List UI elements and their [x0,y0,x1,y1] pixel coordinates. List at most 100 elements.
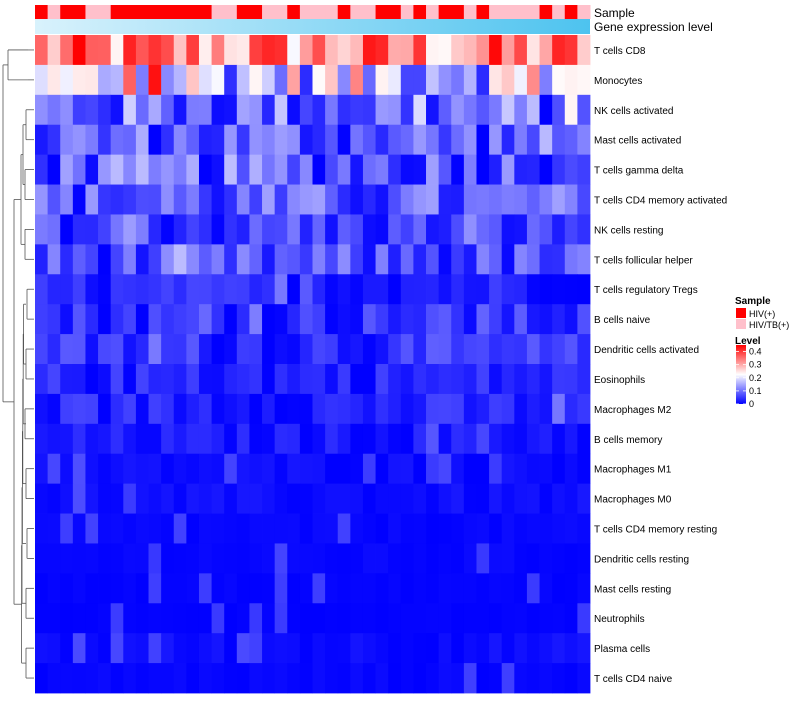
heatmap-cell [451,214,465,245]
level-legend-title: Level [735,336,761,347]
heatmap-cell [489,423,503,455]
heatmap-cell [224,244,238,275]
heatmap-cell [476,274,490,305]
heatmap-cell [312,603,326,634]
heatmap-cell [564,573,578,604]
heatmap-cell [161,64,175,96]
heatmap-cell [501,573,515,604]
heatmap-cell [198,453,212,485]
heatmap-cell [476,94,490,126]
heatmap-cell [375,184,389,215]
heatmap-cell [577,573,591,604]
heatmap-cell [463,304,477,335]
heatmap-cell [312,304,326,335]
heatmap-cell [72,94,86,126]
row-label: B cells naive [594,315,651,326]
heatmap-cell [312,244,326,275]
heatmap-cell [236,633,250,664]
heatmap-cell [400,364,414,395]
sample-annotation-cell [47,5,61,19]
heatmap-cell [135,543,149,574]
heatmap-cell [85,603,99,634]
heatmap-cell [312,94,326,126]
heatmap-cell [325,633,339,664]
heatmap-cell [35,573,49,604]
heatmap-cell [186,364,200,395]
heatmap-cell [249,483,263,514]
heatmap-cell [236,603,250,634]
heatmap-cell [476,184,490,215]
heatmap-cell [173,543,187,574]
heatmap-cell [552,124,566,156]
heatmap-cell [426,633,440,664]
heatmap-cell [489,94,503,126]
heatmap-cell [337,603,351,634]
heatmap-cell [262,543,276,574]
heatmap-cell [198,393,212,425]
heatmap-cell [287,453,301,485]
sample-annotation-cell [211,5,225,19]
heatmap-cell [514,633,528,664]
heatmap-cell [501,184,515,215]
heatmap-cell [186,453,200,485]
heatmap-cell [552,214,566,245]
heatmap-cell [375,423,389,455]
sample-annotation-cell [375,5,389,19]
heatmap-cell [110,244,124,275]
heatmap-cell [299,94,313,126]
heatmap-cell [312,453,326,485]
heatmap-cell [337,543,351,574]
heatmap-cell [375,513,389,544]
heatmap-cell [98,214,112,245]
heatmap-cell [350,603,364,634]
heatmap-cell [249,35,263,66]
heatmap-cell [299,35,313,66]
heatmap-cell [249,94,263,126]
heatmap-cell [123,35,137,66]
heatmap-cell [262,393,276,425]
heatmap-cell [463,94,477,126]
heatmap-cell [35,334,49,365]
heatmap-cell [161,94,175,126]
heatmap-cell [489,453,503,485]
heatmap-cell [262,603,276,634]
heatmap-cell [539,274,553,305]
heatmap-cell [526,244,540,275]
heatmap-cell [552,94,566,126]
heatmap-cell [539,483,553,514]
heatmap-cell [564,154,578,185]
sample-annotation-cell [287,5,301,19]
heatmap-cell [325,543,339,574]
heatmap-cell [438,573,452,604]
heatmap-cell [85,334,99,365]
heatmap-cell [224,603,238,634]
heatmap-cell [287,364,301,395]
heatmap-cell [362,304,376,335]
heatmap-cell [337,154,351,185]
sample-track-label: Sample [594,6,635,20]
heatmap-cell [489,35,503,66]
heatmap-cell [451,35,465,66]
heatmap-cell [274,304,288,335]
level-color-bar [736,345,746,404]
heatmap-cell [85,35,99,66]
heatmap-cell [224,423,238,455]
heatmap-cell [489,603,503,634]
heatmap-cell [312,663,326,694]
heatmap-cell [539,573,553,604]
heatmap-cell [98,124,112,156]
heatmap-cell [249,64,263,96]
sample-annotation-cell [489,5,503,19]
heatmap-cell [400,94,414,126]
heatmap-cell [173,214,187,245]
heatmap-cell [148,184,162,215]
heatmap-cell [35,543,49,574]
heatmap-cell [35,423,49,455]
heatmap-cell [110,154,124,185]
heatmap-cell [85,364,99,395]
heatmap-cell [186,154,200,185]
heatmap-cell [325,573,339,604]
gene-expression-track-label: Gene expression level [594,20,713,34]
heatmap-cell [35,483,49,514]
heatmap-cell [224,94,238,126]
